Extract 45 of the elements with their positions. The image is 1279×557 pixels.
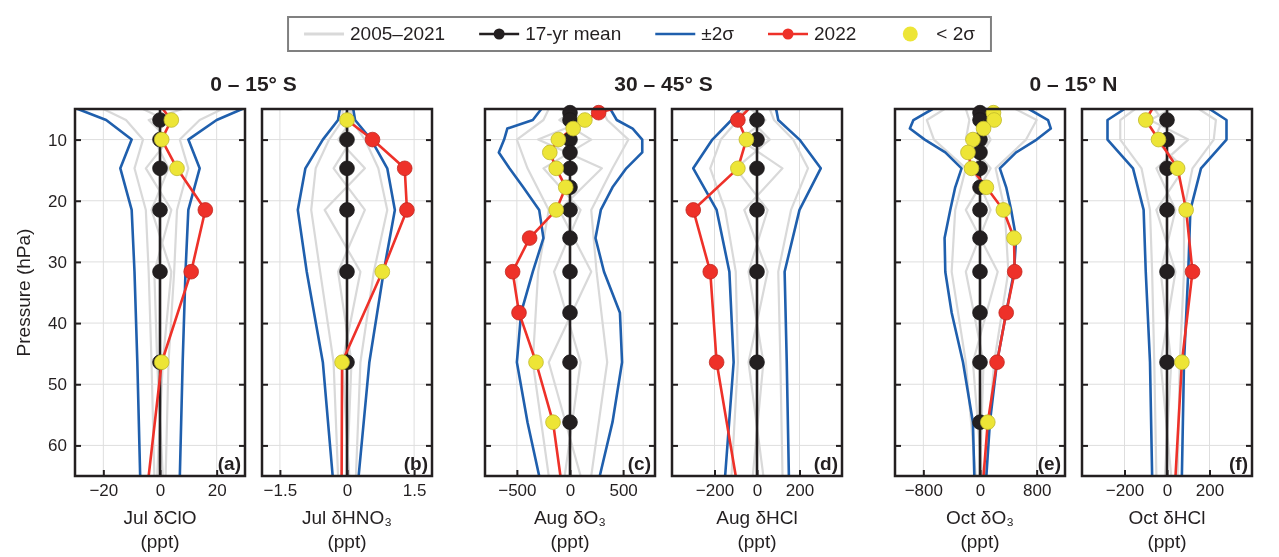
annotation: (e) bbox=[1037, 453, 1061, 474]
y-tick-label: 60 bbox=[48, 436, 67, 456]
x-tick-label: 20 bbox=[207, 481, 227, 501]
x-axis-title: Aug δHCl (ppt) bbox=[716, 507, 798, 552]
y-tick-label: 40 bbox=[48, 314, 67, 334]
x-tick-label: 0 bbox=[1162, 481, 1173, 501]
y-tick-label: 50 bbox=[48, 375, 67, 395]
annotation: (c) bbox=[627, 453, 651, 474]
annotation: (f) bbox=[1229, 453, 1248, 474]
annotation: (a) bbox=[217, 453, 241, 474]
x-tick-label: −800 bbox=[904, 481, 943, 501]
x-tick-label: 0 bbox=[752, 481, 763, 501]
legend-label: 2022 bbox=[814, 23, 857, 44]
x-tick-label: 500 bbox=[609, 481, 638, 501]
x-tick-label: 0 bbox=[155, 481, 166, 501]
annotation: (d) bbox=[813, 453, 838, 474]
y-axis-title: Pressure (hPa) bbox=[13, 228, 34, 357]
chart-title: 0 – 15° N bbox=[1029, 72, 1118, 95]
x-tick-label: 0 bbox=[565, 481, 576, 501]
y-tick-label: 10 bbox=[48, 130, 67, 150]
legend-label: < 2σ bbox=[936, 23, 976, 44]
x-tick-label: −20 bbox=[89, 481, 119, 501]
legend-label: ±2σ bbox=[701, 23, 735, 44]
x-tick-label: 0 bbox=[342, 481, 353, 501]
x-tick-label: −500 bbox=[498, 481, 537, 501]
legend-label: 17-yr mean bbox=[525, 23, 622, 44]
x-tick-label: 0 bbox=[975, 481, 986, 501]
x-tick-label: 800 bbox=[1022, 481, 1052, 501]
chart-title: 30 – 45° S bbox=[614, 72, 713, 95]
x-tick-label: 200 bbox=[785, 481, 815, 501]
x-tick-label: −1.5 bbox=[263, 481, 298, 501]
y-tick-label: 20 bbox=[48, 191, 67, 211]
x-tick-label: −200 bbox=[1105, 481, 1145, 501]
x-tick-label: 200 bbox=[1195, 481, 1225, 501]
x-axis-title: Jul δClO (ppt) bbox=[123, 507, 197, 552]
annotation: (b) bbox=[403, 453, 428, 474]
chart-title: 0 – 15° S bbox=[210, 72, 297, 95]
x-axis-title: Aug δO₃ (ppt) bbox=[533, 507, 607, 552]
x-tick-label: −200 bbox=[695, 481, 735, 501]
x-axis-title: Oct δO₃ (ppt) bbox=[946, 507, 1014, 552]
legend-label: 2005–2021 bbox=[350, 23, 446, 44]
x-axis-title: Jul δHNO₃ (ppt) bbox=[301, 507, 393, 552]
y-tick-label: 30 bbox=[48, 252, 67, 272]
x-axis-title: Oct δHCl (ppt) bbox=[1128, 507, 1206, 552]
x-tick-label: 1.5 bbox=[402, 481, 427, 501]
